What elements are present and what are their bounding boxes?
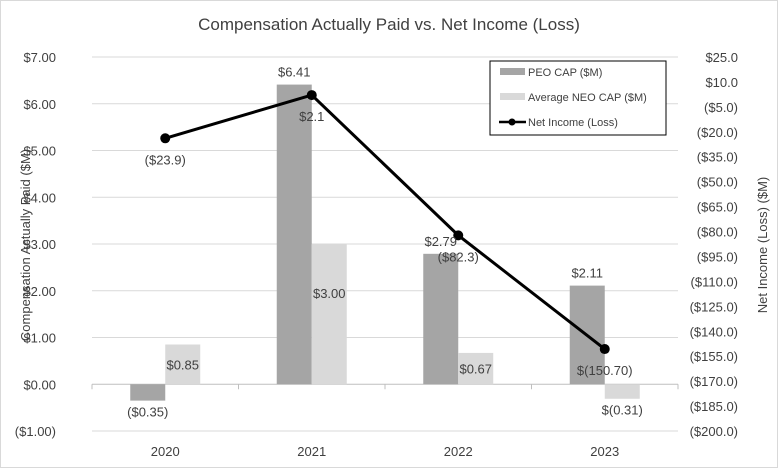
net-income-point-2023	[599, 344, 610, 355]
y2-tick-label: ($20.0)	[697, 125, 738, 140]
y2-axis-label: Net Income (Loss) ($M)	[755, 177, 770, 314]
neo-cap-label: $(0.31)	[602, 403, 643, 418]
x-tick-label: 2022	[444, 444, 473, 459]
x-tick-label: 2023	[590, 444, 619, 459]
net-income-label: ($23.9)	[145, 152, 186, 167]
y-tick-label: $2.00	[23, 284, 56, 299]
legend-swatch-neo	[500, 93, 525, 100]
peo-cap-bar-2021	[276, 84, 312, 385]
neo-cap-label: $3.00	[313, 286, 346, 301]
neo-cap-bar-2023	[604, 384, 640, 399]
y2-tick-label: ($50.0)	[697, 175, 738, 190]
y2-tick-label: ($185.0)	[690, 399, 738, 414]
y2-tick-label: $25.0	[705, 50, 738, 65]
neo-cap-bar-2020	[165, 344, 201, 385]
y-tick-label: $6.00	[23, 97, 56, 112]
y2-tick-label: ($5.0)	[704, 100, 738, 115]
y2-tick-label: ($35.0)	[697, 150, 738, 165]
neo-cap-label: $0.85	[166, 357, 199, 372]
y-tick-label: $5.00	[23, 144, 56, 159]
net-income-point-2021	[306, 90, 317, 101]
peo-cap-bar-2022	[423, 253, 459, 385]
legend: PEO CAP ($M) Average NEO CAP ($M) Net In…	[489, 60, 667, 136]
chart-title: Compensation Actually Paid vs. Net Incom…	[198, 15, 580, 34]
legend-marker-net-income	[508, 118, 516, 126]
y-tick-label: $1.00	[23, 331, 56, 346]
y-axis-label: Compensation Actually Paid ($M)	[18, 149, 33, 341]
neo-cap-bar-2021	[311, 244, 347, 385]
x-tick-label: 2021	[297, 444, 326, 459]
peo-cap-label: $6.41	[278, 65, 311, 80]
legend-label-net-income: Net Income (Loss)	[528, 117, 618, 129]
y2-tick-label: ($65.0)	[697, 200, 738, 215]
y-tick-label: ($1.00)	[15, 424, 56, 439]
y2-tick-label: ($140.0)	[690, 324, 738, 339]
y2-tick-label: $10.0	[705, 75, 738, 90]
y2-tick-label: ($155.0)	[690, 349, 738, 364]
legend-swatch-peo	[500, 68, 525, 75]
y-tick-label: $3.00	[23, 237, 56, 252]
neo-cap-label: $0.67	[459, 362, 492, 377]
net-income-line	[164, 93, 606, 351]
y2-tick-label: ($110.0)	[691, 274, 738, 289]
net-income-point-2022	[453, 230, 464, 241]
neo-cap-bar-2022	[458, 352, 494, 385]
net-income-label: ($82.3)	[438, 249, 479, 264]
legend-label-neo: Average NEO CAP ($M)	[528, 92, 647, 104]
net-income-label: $2.1	[299, 109, 324, 124]
x-tick-label: 2020	[151, 444, 180, 459]
y2-tick-label: ($80.0)	[697, 225, 738, 240]
y2-tick-label: ($170.0)	[690, 374, 738, 389]
y2-tick-label: ($95.0)	[697, 249, 738, 264]
net-income-label: $(150.70)	[577, 363, 633, 378]
y2-tick-label: ($200.0)	[690, 424, 738, 439]
peo-cap-label: ($0.35)	[127, 405, 168, 420]
y-tick-label: $4.00	[23, 190, 56, 205]
peo-cap-bar-2020	[130, 384, 166, 401]
y-tick-label: $7.00	[23, 50, 56, 65]
legend-label-peo: PEO CAP ($M)	[528, 67, 602, 79]
y-tick-label: $0.00	[23, 377, 56, 392]
peo-cap-label: $2.79	[424, 234, 457, 249]
y2-tick-label: ($125.0)	[690, 299, 738, 314]
peo-cap-label: $2.11	[571, 266, 603, 281]
net-income-point-2020	[160, 133, 171, 144]
